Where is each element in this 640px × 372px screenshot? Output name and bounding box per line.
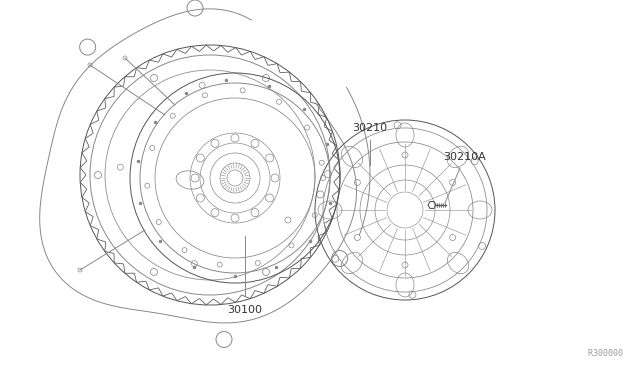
Text: 30210: 30210 (353, 123, 388, 133)
Text: 30100: 30100 (227, 305, 262, 315)
Text: R300000: R300000 (588, 349, 628, 358)
Text: 30210A: 30210A (444, 152, 486, 162)
